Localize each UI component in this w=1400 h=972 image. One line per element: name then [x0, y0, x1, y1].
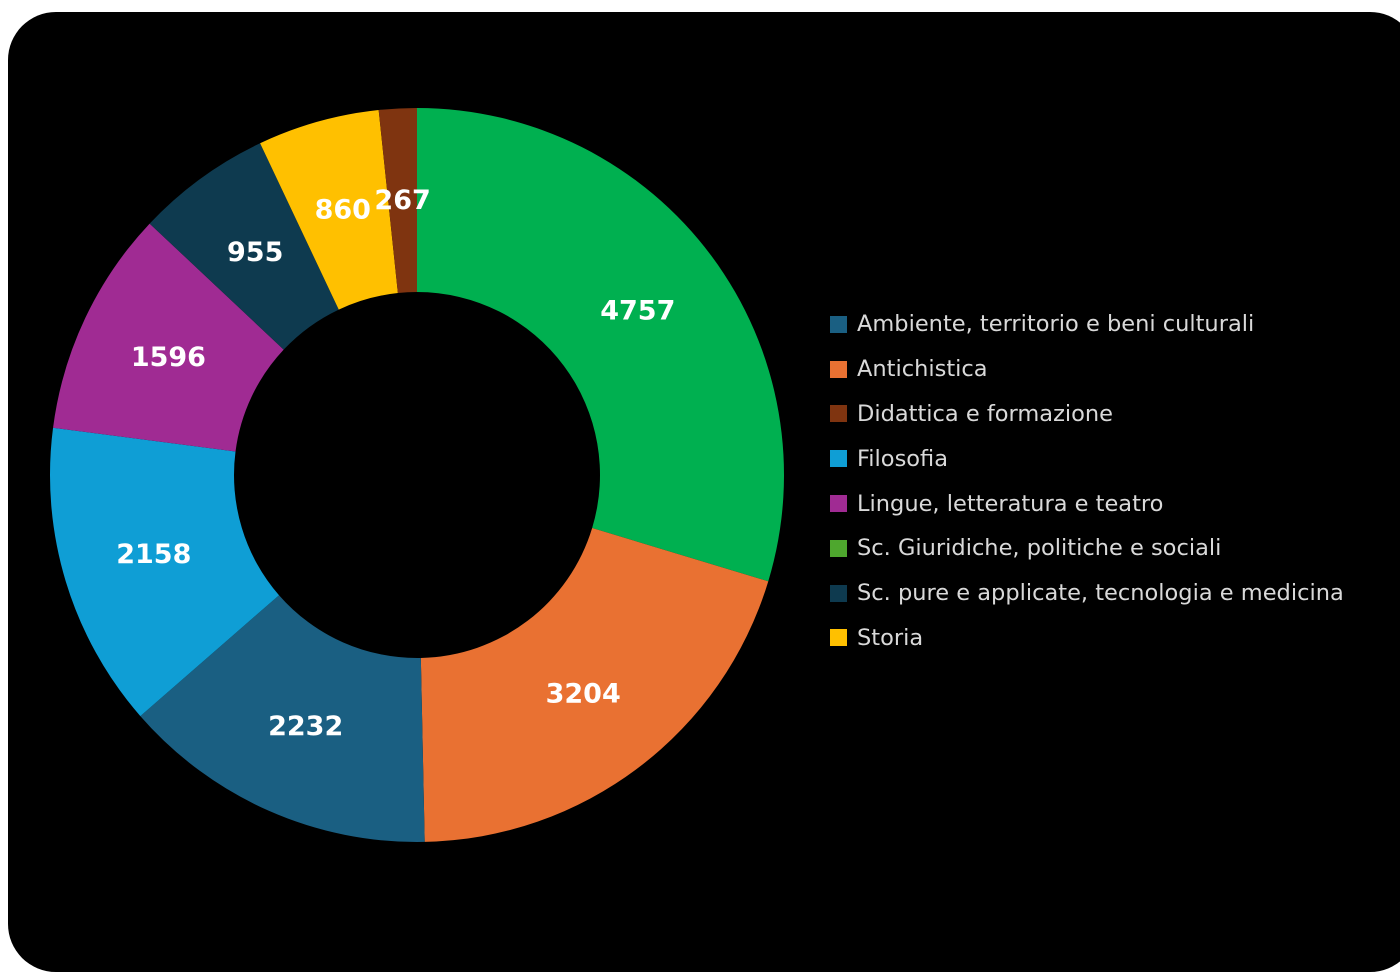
legend-swatch [830, 584, 847, 602]
legend-item-antichistica: Antichistica [830, 347, 1344, 392]
legend-label: Didattica e formazione [857, 400, 1114, 427]
legend-label: Filosofia [857, 445, 949, 472]
legend-label: Sc. pure e applicate, tecnologia e medic… [857, 580, 1344, 607]
slice-value-label-860: 860 [315, 195, 371, 226]
donut-slice-860 [260, 110, 398, 310]
donut-slice-1596 [53, 223, 284, 452]
legend-swatch [830, 495, 847, 513]
legend-item-storia: Storia [830, 616, 1344, 661]
legend-swatch [830, 539, 847, 557]
legend-label: Antichistica [857, 356, 988, 383]
slice-value-label-3204: 3204 [546, 679, 621, 710]
legend-swatch [830, 360, 847, 378]
donut-slice-2232 [140, 595, 425, 843]
legend-item-sc-pure-e-applicate-tecnologia-e-medicina: Sc. pure e applicate, tecnologia e medic… [830, 571, 1344, 616]
legend-item-sc-giuridiche-politiche-e-sociali: Sc. Giuridiche, politiche e sociali [830, 526, 1344, 571]
legend-swatch [830, 450, 847, 468]
slices-layer [50, 108, 784, 843]
donut-slice-267 [378, 108, 417, 294]
legend-label: Sc. Giuridiche, politiche e sociali [857, 535, 1222, 562]
legend: Ambiente, territorio e beni culturali Ant… [830, 302, 1344, 660]
slice-value-label-1596: 1596 [131, 342, 206, 373]
legend-label: Lingue, letteratura e teatro [857, 490, 1164, 517]
legend-item-lingue-letteratura-e-teatro: Lingue, letteratura e teatro [830, 481, 1344, 526]
donut-slice-3204 [420, 528, 769, 842]
legend-swatch [830, 315, 847, 333]
labels-layer: 4757 3204 2232 2158 1596 955 860 267 [116, 185, 675, 742]
donut-chart: 4757 3204 2232 2158 1596 955 860 267 [50, 108, 784, 843]
slice-value-label-2232: 2232 [268, 711, 343, 742]
slice-value-label-2158: 2158 [116, 539, 191, 570]
legend-item-filosofia: Filosofia [830, 436, 1344, 481]
legend-swatch [830, 405, 847, 423]
legend-item-didattica-e-formazione: Didattica e formazione [830, 392, 1344, 437]
legend-label: Ambiente, territorio e beni culturali [857, 311, 1255, 338]
slice-value-label-4757: 4757 [600, 296, 675, 327]
slice-value-label-955: 955 [227, 237, 283, 268]
legend-label: Storia [857, 624, 924, 651]
donut-slice-4757 [417, 108, 784, 582]
donut-slice-2158 [50, 427, 280, 717]
legend-item-ambiente-territorio-e-beni-culturali: Ambiente, territorio e beni culturali [830, 302, 1344, 347]
donut-slice-955 [149, 143, 339, 350]
legend-swatch [830, 629, 847, 647]
slice-value-label-267: 267 [374, 185, 430, 216]
